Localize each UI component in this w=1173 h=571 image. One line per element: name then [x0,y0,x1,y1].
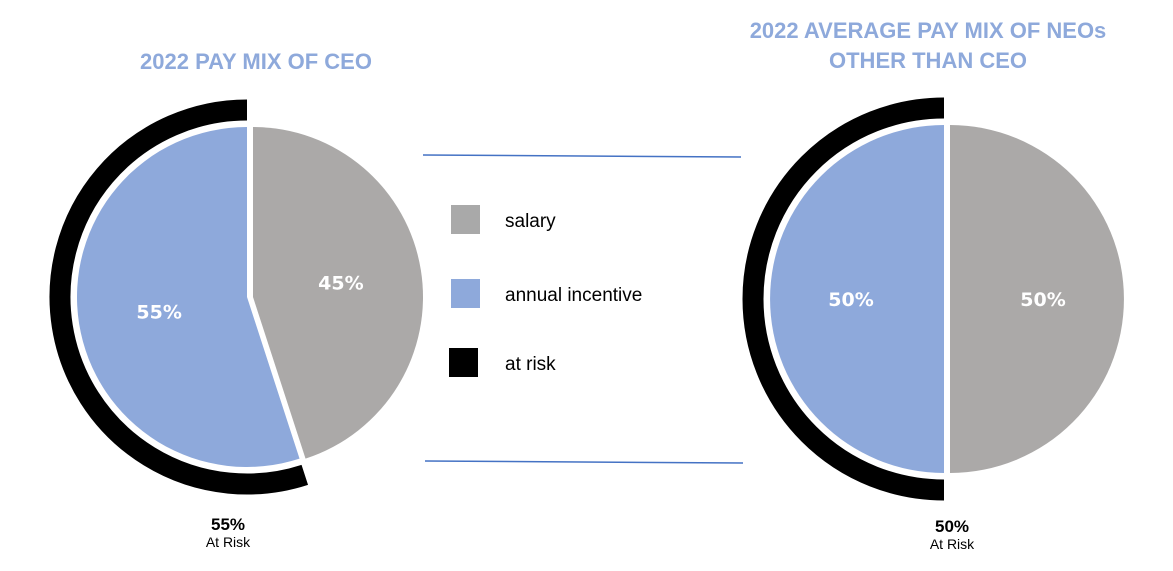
ceo-at-risk-label: At Risk [205,534,251,550]
legend-divider-bottom [424,460,744,464]
ceo-salary-value-label: 45% [318,273,363,295]
legend: salary annual incentive at risk [449,205,642,377]
ceo-annual-incentive-slice [76,127,300,468]
neo-at-risk-arc [742,97,945,501]
legend-annual-incentive-swatch [451,279,480,308]
legend-divider-top [422,154,742,158]
neo-annual-incentive-slice [770,125,944,473]
legend-at-risk-label: at risk [505,354,556,375]
ceo-at-risk-summary: 55% At Risk [178,515,278,551]
ceo-chart-title: 2022 PAY MIX OF CEO [140,49,372,74]
neo-chart-title-line-2: OTHER THAN CEO [829,48,1027,73]
neo-chart-title: 2022 AVERAGE PAY MIX OF NEOs OTHER THAN … [700,16,1156,76]
neo-chart-title-line-1: 2022 AVERAGE PAY MIX OF NEOs [749,18,1107,43]
legend-salary-label: salary [505,211,556,232]
neo-salary-slice [950,125,1124,473]
neo-annual-incentive-value-label: 50% [828,289,873,311]
neo-at-risk-summary: 50% At Risk [902,517,1002,553]
legend-at-risk-swatch [449,348,478,377]
neo-salary-value-label: 50% [1020,289,1065,311]
neo-at-risk-percent: 50% [934,517,970,536]
ceo-salary-slice [253,127,423,459]
ceo-at-risk-arc [49,99,309,495]
legend-salary-swatch [451,205,480,234]
ceo-at-risk-percent: 55% [210,515,246,534]
neo-at-risk-label: At Risk [929,536,975,552]
ceo-annual-incentive-value-label: 55% [136,301,181,323]
legend-annual-incentive-label: annual incentive [505,285,642,306]
